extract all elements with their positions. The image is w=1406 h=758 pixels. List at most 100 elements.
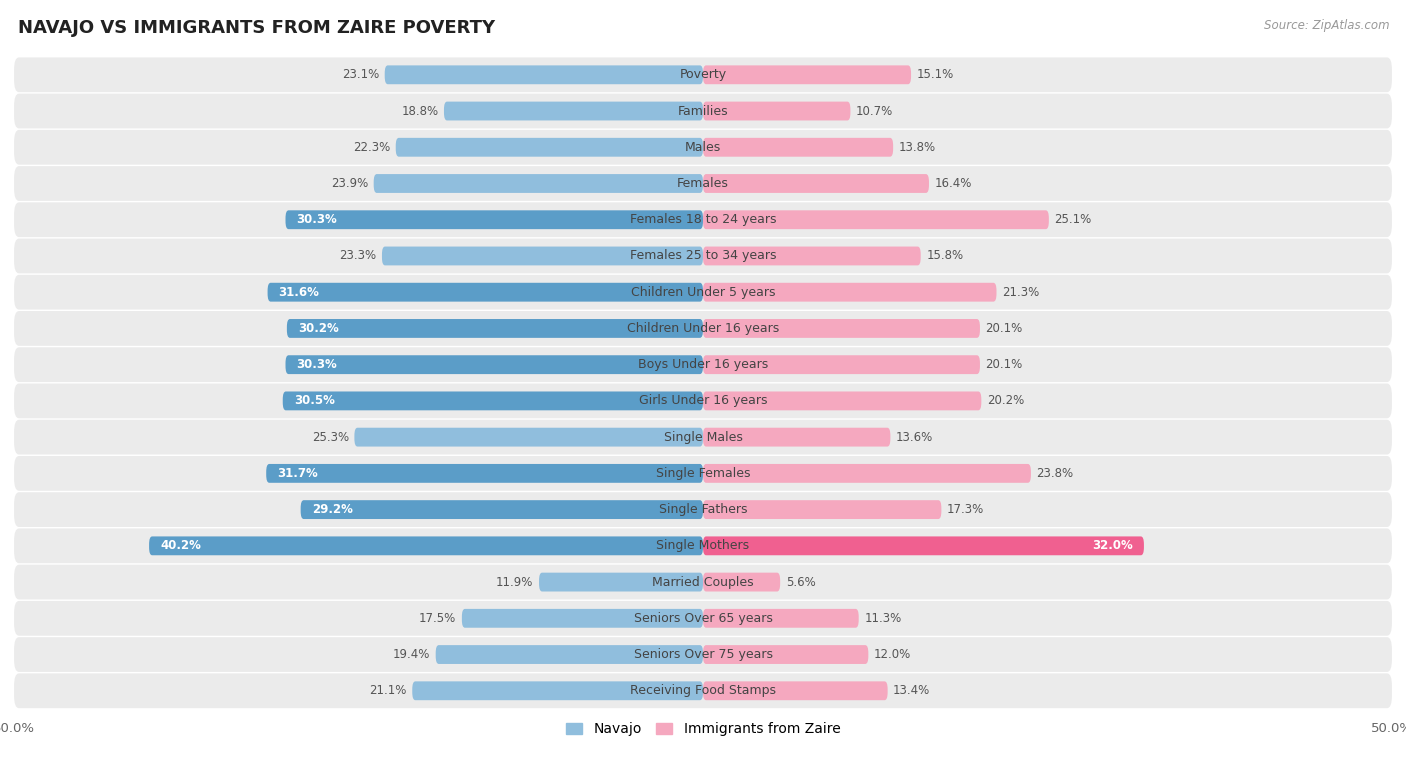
Text: 11.3%: 11.3% xyxy=(865,612,901,625)
Text: 5.6%: 5.6% xyxy=(786,575,815,588)
FancyBboxPatch shape xyxy=(703,65,911,84)
Text: 20.1%: 20.1% xyxy=(986,322,1022,335)
Text: 21.1%: 21.1% xyxy=(370,684,406,697)
FancyBboxPatch shape xyxy=(287,319,703,338)
Text: 13.6%: 13.6% xyxy=(896,431,934,443)
Text: Females: Females xyxy=(678,177,728,190)
FancyBboxPatch shape xyxy=(703,464,1031,483)
FancyBboxPatch shape xyxy=(14,384,1392,418)
Text: 15.8%: 15.8% xyxy=(927,249,963,262)
Text: 16.4%: 16.4% xyxy=(935,177,972,190)
Text: 25.1%: 25.1% xyxy=(1054,213,1091,226)
Text: Families: Families xyxy=(678,105,728,117)
FancyBboxPatch shape xyxy=(461,609,703,628)
FancyBboxPatch shape xyxy=(703,645,869,664)
Text: 23.1%: 23.1% xyxy=(342,68,380,81)
FancyBboxPatch shape xyxy=(703,174,929,193)
Text: 12.0%: 12.0% xyxy=(875,648,911,661)
Text: Females 25 to 34 years: Females 25 to 34 years xyxy=(630,249,776,262)
FancyBboxPatch shape xyxy=(14,601,1392,636)
Text: Poverty: Poverty xyxy=(679,68,727,81)
FancyBboxPatch shape xyxy=(14,528,1392,563)
Text: Seniors Over 75 years: Seniors Over 75 years xyxy=(634,648,772,661)
FancyBboxPatch shape xyxy=(703,572,780,591)
Text: Children Under 5 years: Children Under 5 years xyxy=(631,286,775,299)
Text: NAVAJO VS IMMIGRANTS FROM ZAIRE POVERTY: NAVAJO VS IMMIGRANTS FROM ZAIRE POVERTY xyxy=(18,19,495,37)
Text: Children Under 16 years: Children Under 16 years xyxy=(627,322,779,335)
FancyBboxPatch shape xyxy=(538,572,703,591)
Text: 23.3%: 23.3% xyxy=(339,249,377,262)
FancyBboxPatch shape xyxy=(14,275,1392,309)
FancyBboxPatch shape xyxy=(149,537,703,556)
Text: 15.1%: 15.1% xyxy=(917,68,953,81)
FancyBboxPatch shape xyxy=(703,210,1049,229)
Text: Single Fathers: Single Fathers xyxy=(659,503,747,516)
FancyBboxPatch shape xyxy=(14,420,1392,455)
Text: 17.5%: 17.5% xyxy=(419,612,457,625)
Text: Receiving Food Stamps: Receiving Food Stamps xyxy=(630,684,776,697)
Text: 30.3%: 30.3% xyxy=(297,359,337,371)
Text: Single Females: Single Females xyxy=(655,467,751,480)
FancyBboxPatch shape xyxy=(14,492,1392,527)
Text: 32.0%: 32.0% xyxy=(1092,540,1133,553)
Text: Girls Under 16 years: Girls Under 16 years xyxy=(638,394,768,407)
Text: Single Mothers: Single Mothers xyxy=(657,540,749,553)
Text: 10.7%: 10.7% xyxy=(856,105,893,117)
FancyBboxPatch shape xyxy=(14,202,1392,237)
FancyBboxPatch shape xyxy=(267,283,703,302)
FancyBboxPatch shape xyxy=(14,311,1392,346)
FancyBboxPatch shape xyxy=(703,319,980,338)
Text: 13.8%: 13.8% xyxy=(898,141,936,154)
FancyBboxPatch shape xyxy=(14,130,1392,164)
FancyBboxPatch shape xyxy=(703,500,942,519)
Text: 20.2%: 20.2% xyxy=(987,394,1024,407)
FancyBboxPatch shape xyxy=(266,464,703,483)
FancyBboxPatch shape xyxy=(14,565,1392,600)
FancyBboxPatch shape xyxy=(14,58,1392,92)
Text: 40.2%: 40.2% xyxy=(160,540,201,553)
Text: 23.8%: 23.8% xyxy=(1036,467,1074,480)
Text: Married Couples: Married Couples xyxy=(652,575,754,588)
Text: 31.6%: 31.6% xyxy=(278,286,319,299)
Text: 18.8%: 18.8% xyxy=(401,105,439,117)
Text: Source: ZipAtlas.com: Source: ZipAtlas.com xyxy=(1264,19,1389,32)
Text: 17.3%: 17.3% xyxy=(946,503,984,516)
Legend: Navajo, Immigrants from Zaire: Navajo, Immigrants from Zaire xyxy=(560,717,846,742)
FancyBboxPatch shape xyxy=(703,246,921,265)
Text: 25.3%: 25.3% xyxy=(312,431,349,443)
Text: Single Males: Single Males xyxy=(664,431,742,443)
FancyBboxPatch shape xyxy=(703,138,893,157)
Text: Boys Under 16 years: Boys Under 16 years xyxy=(638,359,768,371)
FancyBboxPatch shape xyxy=(703,428,890,446)
Text: Males: Males xyxy=(685,141,721,154)
FancyBboxPatch shape xyxy=(385,65,703,84)
FancyBboxPatch shape xyxy=(14,239,1392,274)
FancyBboxPatch shape xyxy=(703,356,980,374)
Text: 21.3%: 21.3% xyxy=(1002,286,1039,299)
FancyBboxPatch shape xyxy=(283,391,703,410)
Text: 31.7%: 31.7% xyxy=(277,467,318,480)
FancyBboxPatch shape xyxy=(444,102,703,121)
Text: Seniors Over 65 years: Seniors Over 65 years xyxy=(634,612,772,625)
Text: 13.4%: 13.4% xyxy=(893,684,931,697)
FancyBboxPatch shape xyxy=(703,283,997,302)
FancyBboxPatch shape xyxy=(14,166,1392,201)
Text: 22.3%: 22.3% xyxy=(353,141,391,154)
Text: 11.9%: 11.9% xyxy=(496,575,533,588)
FancyBboxPatch shape xyxy=(374,174,703,193)
FancyBboxPatch shape xyxy=(14,456,1392,490)
FancyBboxPatch shape xyxy=(285,210,703,229)
FancyBboxPatch shape xyxy=(14,347,1392,382)
FancyBboxPatch shape xyxy=(395,138,703,157)
Text: Females 18 to 24 years: Females 18 to 24 years xyxy=(630,213,776,226)
FancyBboxPatch shape xyxy=(301,500,703,519)
FancyBboxPatch shape xyxy=(436,645,703,664)
Text: 30.2%: 30.2% xyxy=(298,322,339,335)
FancyBboxPatch shape xyxy=(703,681,887,700)
FancyBboxPatch shape xyxy=(703,537,1144,556)
FancyBboxPatch shape xyxy=(14,673,1392,708)
Text: 30.3%: 30.3% xyxy=(297,213,337,226)
Text: 23.9%: 23.9% xyxy=(330,177,368,190)
FancyBboxPatch shape xyxy=(285,356,703,374)
Text: 19.4%: 19.4% xyxy=(392,648,430,661)
